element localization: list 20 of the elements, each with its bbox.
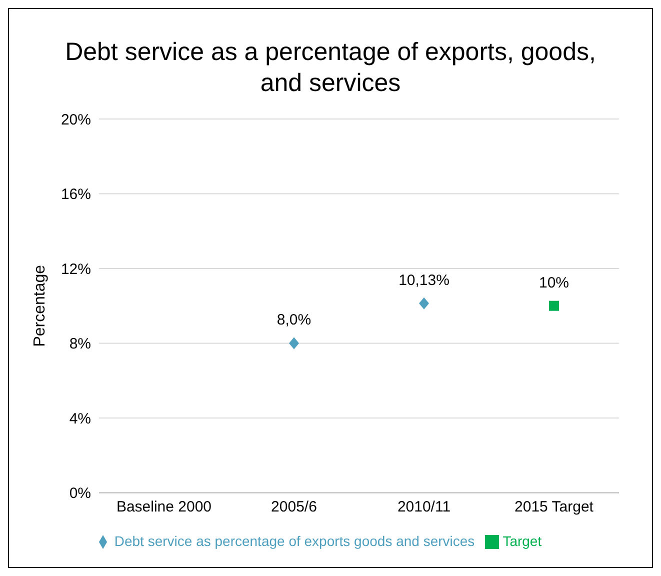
legend-label: Debt service as percentage of exports goods and services — [114, 532, 475, 549]
legend-label: Target — [502, 532, 542, 549]
y-tick-label: 16% — [60, 186, 91, 204]
chart-title: Debt service as a percentage of exports, goods, and services — [64, 37, 597, 99]
y-tick-label: 12% — [60, 260, 91, 278]
y-axis-title: Percentage — [32, 264, 49, 347]
y-tick-label: 0% — [69, 485, 91, 502]
y-tick-label: 8% — [69, 336, 91, 353]
x-tick-label: 2010/11 — [397, 498, 451, 516]
y-tick-label: 4% — [69, 410, 91, 428]
y-tick-label: 20% — [60, 111, 91, 128]
x-tick-label: Baseline 2000 — [116, 498, 212, 516]
x-tick-label: 2015 Target — [514, 498, 594, 516]
point — [549, 300, 559, 311]
x-tick-label: 2005/6 — [271, 498, 317, 516]
data-label: 10% — [538, 274, 570, 292]
data-label: 8,0% — [276, 312, 312, 329]
data-label: 10,13% — [398, 272, 450, 289]
point — [289, 337, 299, 350]
point — [419, 297, 429, 310]
